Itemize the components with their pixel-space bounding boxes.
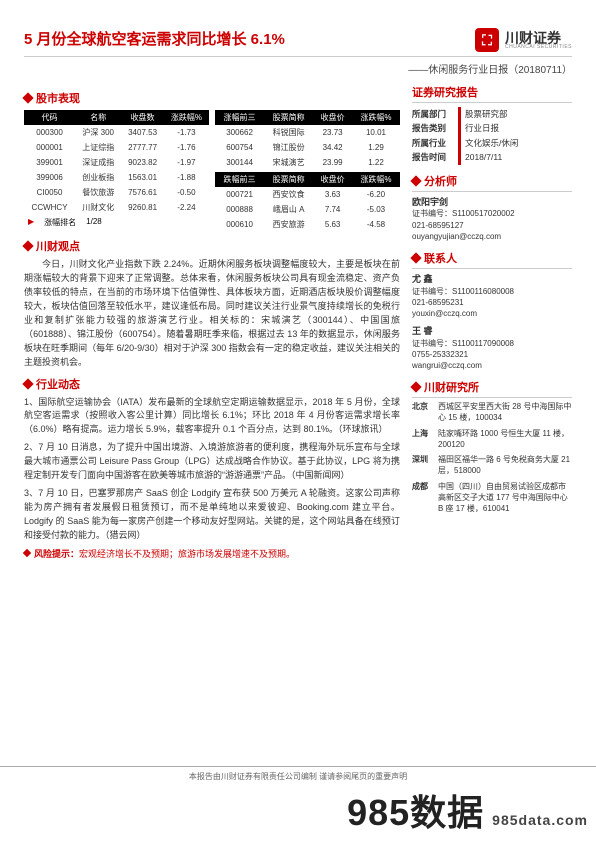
section-view: 川财观点 [24,238,400,254]
page-title: 5 月份全球航空客运需求同比增长 6.1% [24,28,285,49]
news-item: 2、7 月 10 日消息，为了提升中国出境游、入境游旅游者的便利度，携程海外玩乐… [24,441,400,483]
person-block: 尤 鑫证书编号：S1100116080008021-68595231youxin… [412,273,572,319]
logo-en: CHUANCAI SECURITIES [505,45,572,50]
person-block: 欧阳宇剑证书编号：S1100517020002021-68595127ouyan… [412,196,572,242]
section-news: 行业动态 [24,376,400,392]
news-item: 3、7 月 10 日，巴塞罗那房产 SaaS 创企 Lodgify 宣布获 50… [24,487,400,543]
logo-cn: 川财证券 [505,31,572,45]
stock-table-left: 代码名称收盘数涨跌幅% 000300沪深 3003407.53-1.730000… [24,110,209,215]
rank-row: ▶ 涨幅排名 1/28 [24,215,209,230]
address-block: 上海陆家嘴环路 1000 号恒生大厦 11 楼，200120 [412,429,572,451]
view-text: 今日，川财文化产业指数下跌 2.24%。近期休闲服务板块调整幅度较大，主要是板块… [24,258,400,370]
brand-logo: ⛶ 川财证券 CHUANCAI SECURITIES [475,28,572,52]
person-block: 王 睿证书编号：S11001170900080755-25332321wangr… [412,325,572,371]
section-analyst: 分析师 [412,173,572,192]
risk-note: 风险提示：宏观经济增长不及预期；旅游市场发展增速不及预期。 [24,547,400,560]
news-item: 1、国际航空运输协会（IATA）发布最新的全球航空定期运输数据显示，2018 年… [24,396,400,438]
watermark: 985数据985data.com [347,784,588,836]
stock-table-right-bot: 跌幅前三股票简称收盘价涨跌幅% 000721西安饮食3.63-6.2000088… [215,172,400,232]
section-institute: 川财研究所 [412,379,572,398]
side-report-title: 证券研究报告 [412,84,572,103]
address-block: 成都中国（四川）自由贸易试验区成都市高新区交子大道 177 号中海国际中心 B … [412,482,572,514]
section-market: 股市表现 [24,90,400,106]
stock-table-right-top: 涨幅前三股票简称收盘价涨跌幅% 300662科锐国际23.7310.016007… [215,110,400,170]
footer-disclaimer: 本报告由川财证券有限责任公司编制 谨请参阅尾页的重要声明 [0,766,596,782]
address-block: 深圳福田区福华一路 6 号免税商务大厦 21 层，518000 [412,455,572,477]
address-block: 北京西城区平安里西大街 28 号中海国际中心 15 楼，100034 [412,402,572,424]
report-subtitle: ——休闲服务行业日报（20180711） [24,56,572,76]
logo-icon: ⛶ [475,28,499,52]
section-contact: 联系人 [412,250,572,269]
